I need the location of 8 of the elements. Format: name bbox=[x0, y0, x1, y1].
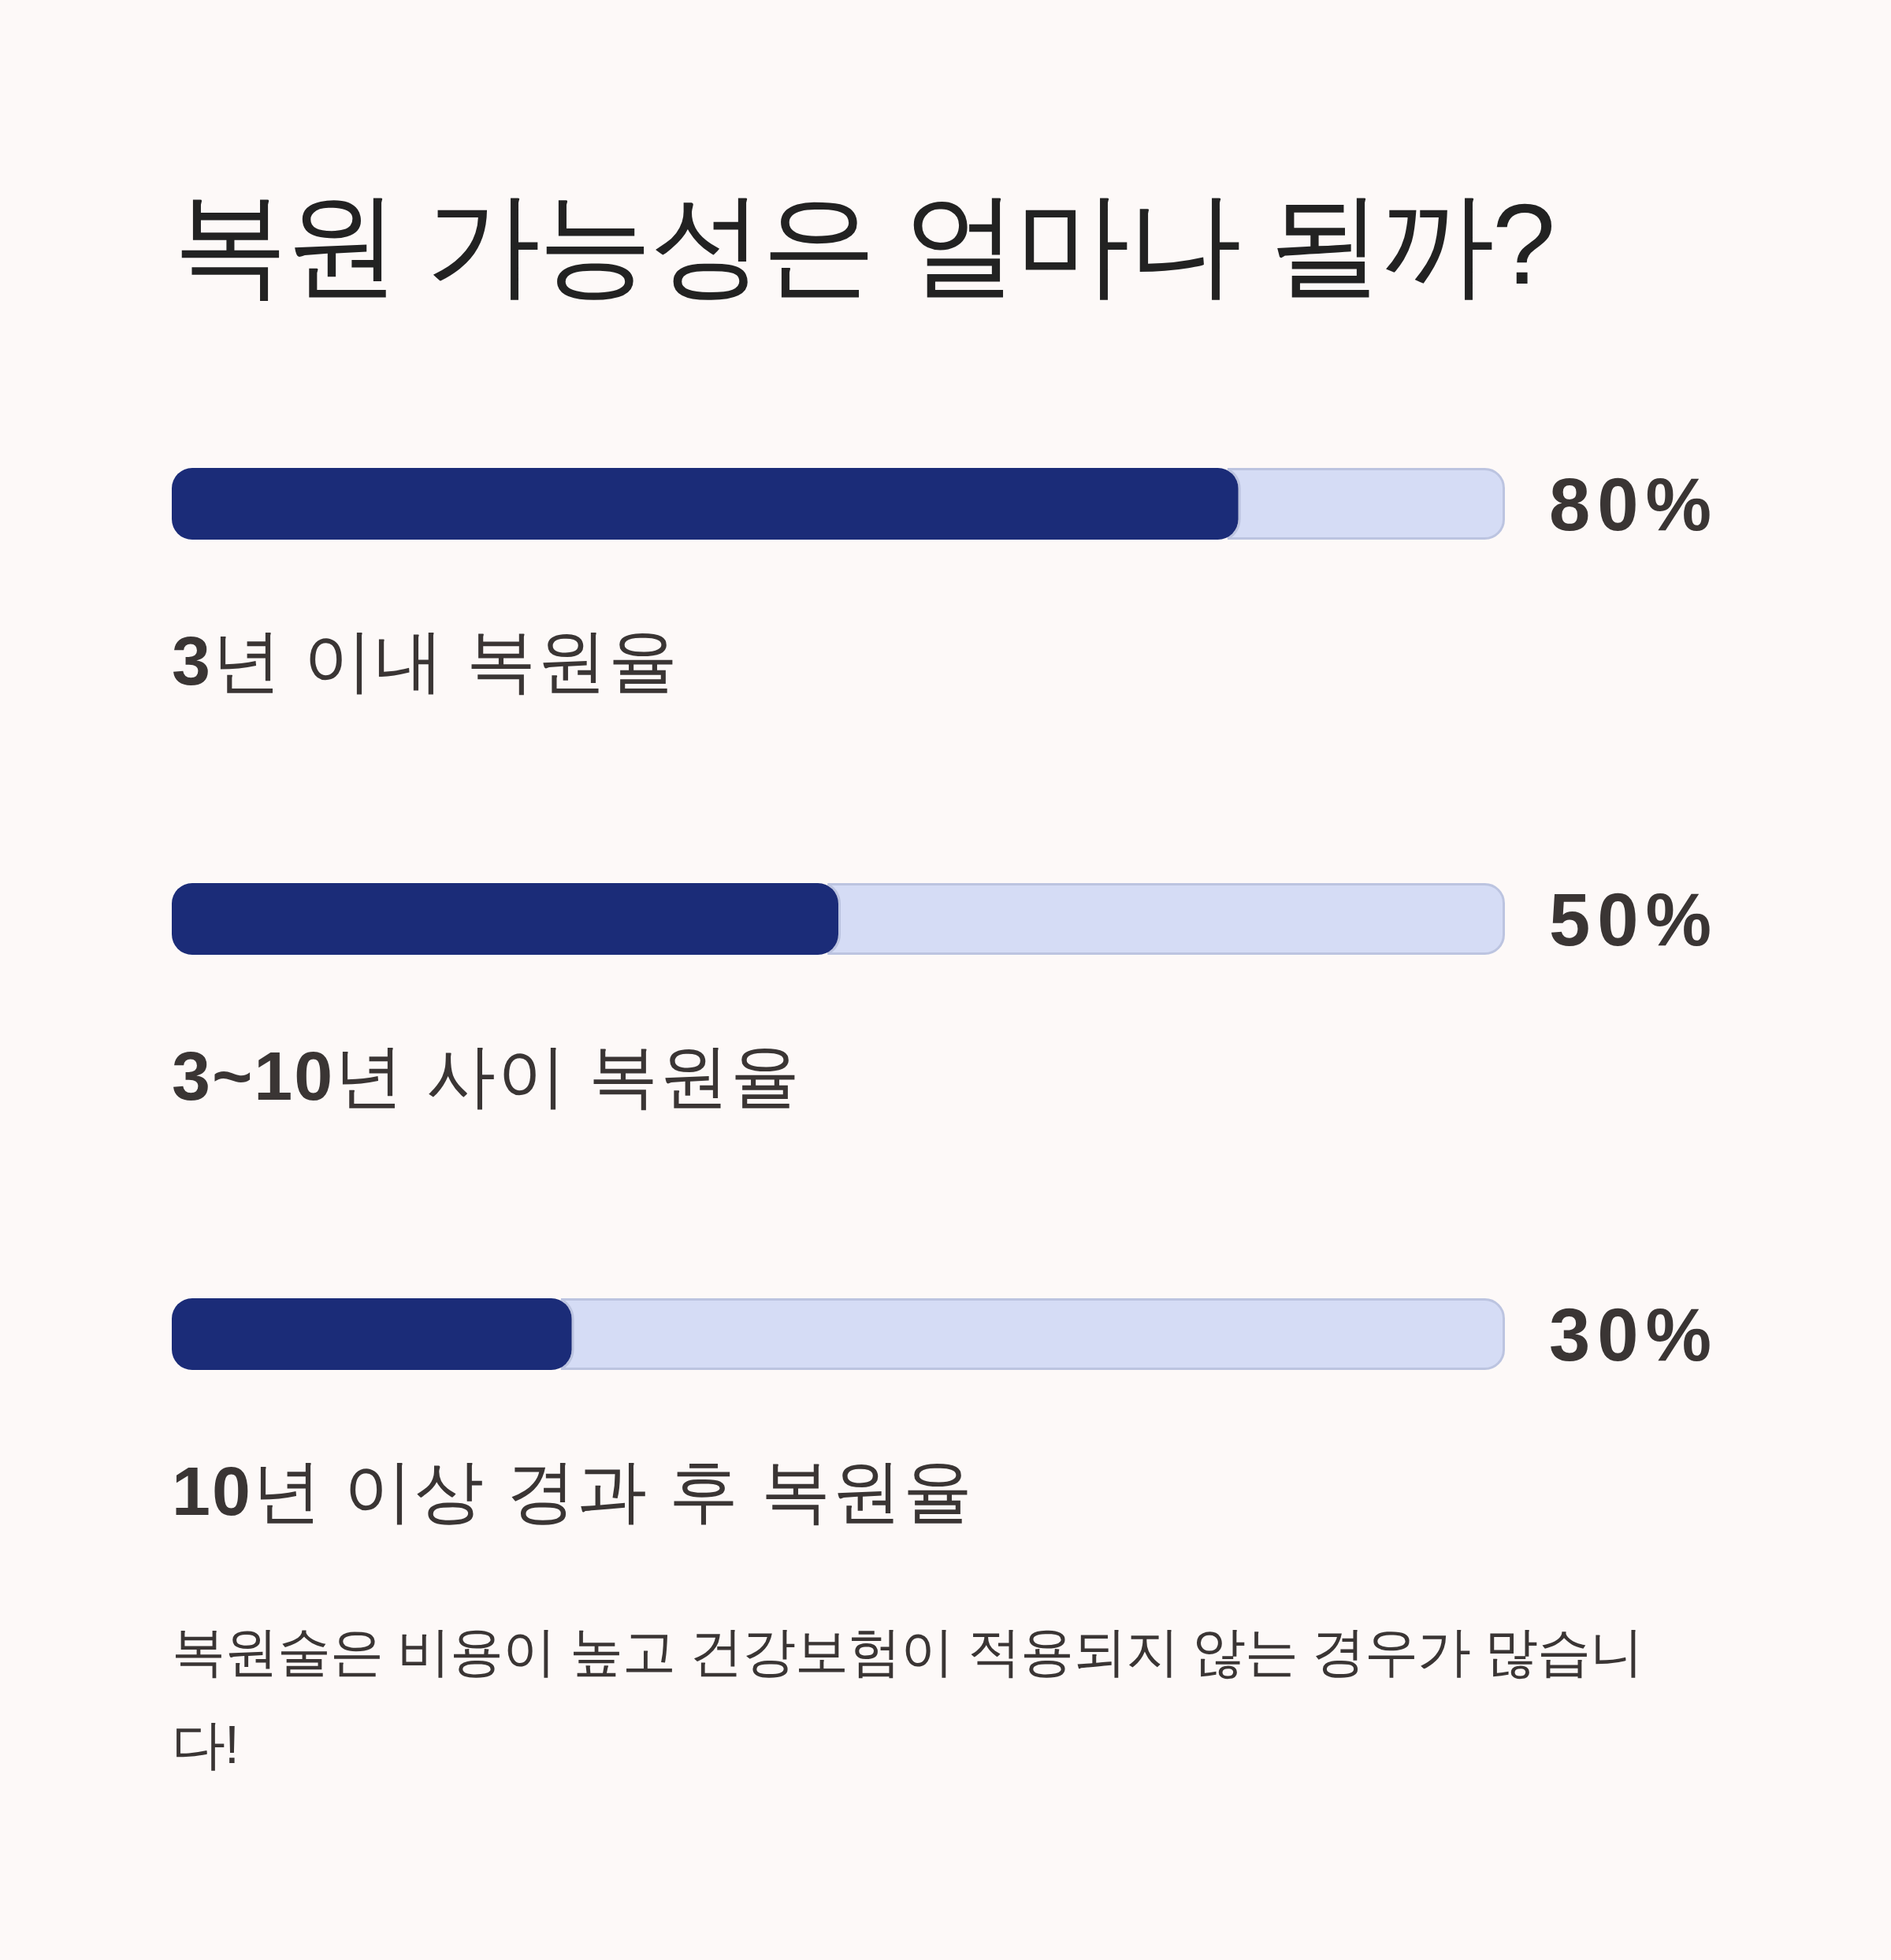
title: 복원 가능성은 얼마나 될까? bbox=[173, 180, 1554, 308]
annotation: 복원술은 비용이 높고 건강보험이 적용되지 않는 경우가 많습니다! bbox=[172, 1621, 1644, 1774]
value-label: 80% bbox=[1549, 462, 1719, 546]
value-label: 30% bbox=[1549, 1293, 1719, 1376]
category-label: 3~10년 사이 복원율 bbox=[172, 1037, 802, 1115]
category-label: 10년 이상 경과 후 복원율 bbox=[172, 1452, 974, 1530]
value-label: 50% bbox=[1549, 878, 1719, 961]
category-label: 3년 이내 복원율 bbox=[172, 622, 679, 700]
